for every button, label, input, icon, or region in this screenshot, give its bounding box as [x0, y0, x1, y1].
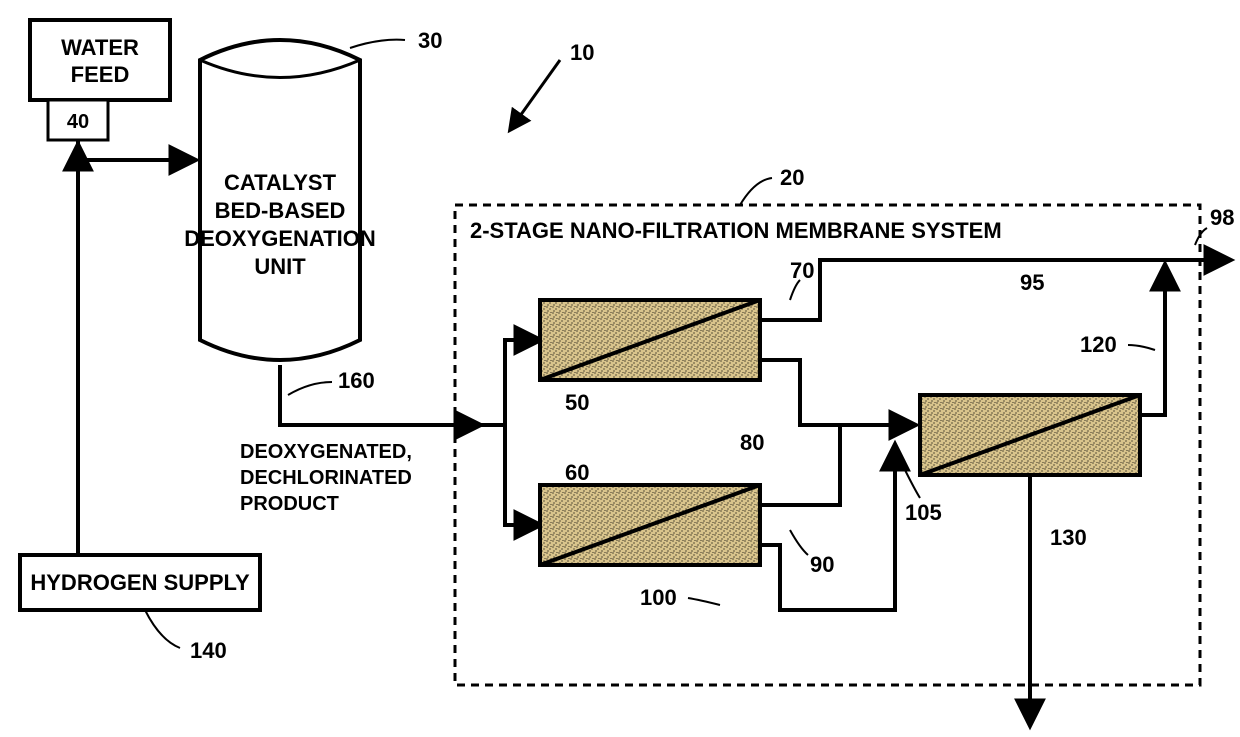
ref-160: 160 — [338, 368, 375, 393]
ref-105-leader: 105 — [905, 470, 942, 525]
ref-120: 120 — [1080, 332, 1117, 357]
ref-20-leader: 20 — [740, 165, 804, 205]
ref-98: 98 — [1210, 205, 1234, 230]
membrane-105 — [920, 395, 1140, 475]
deox-label-3: DEOXYGENATION — [184, 226, 376, 251]
ref-160-leader: 160 — [288, 368, 375, 395]
deox-product-label: DEOXYGENATED, DECHLORINATED PRODUCT — [240, 441, 412, 515]
edge-60-bottom-100 — [760, 445, 895, 610]
ref-30-leader: 30 — [350, 28, 442, 53]
water-feed-label-1: WATER — [61, 35, 139, 60]
deox-label-2: BED-BASED — [215, 198, 346, 223]
water-feed-label-2: FEED — [71, 62, 130, 87]
deox-prod-2: DECHLORINATED — [240, 467, 412, 489]
ref-70: 70 — [790, 258, 814, 283]
deox-label-1: CATALYST — [224, 170, 337, 195]
edge-to-m60 — [505, 425, 540, 525]
ref-90-leader: 90 — [790, 530, 834, 577]
process-flow-diagram: WATER FEED 40 CATALYST BED-BASED DEOXYGE… — [0, 0, 1240, 737]
ref-40: 40 — [67, 111, 89, 133]
edge-50-retentate — [760, 360, 915, 425]
edge-to-m50 — [505, 340, 540, 425]
system-title: 2-STAGE NANO-FILTRATION MEMBRANE SYSTEM — [470, 218, 1002, 243]
membrane-50: 50 — [540, 300, 760, 415]
deox-prod-1: DEOXYGENATED, — [240, 441, 412, 463]
hydrogen-supply-box: HYDROGEN SUPPLY — [20, 555, 260, 610]
ref-30: 30 — [418, 28, 442, 53]
hydrogen-label: HYDROGEN SUPPLY — [30, 570, 250, 595]
ref-60: 60 — [565, 460, 589, 485]
ref-100-leader: 100 — [640, 585, 720, 610]
ref-98-leader: 98 — [1195, 205, 1234, 245]
deox-label-4: UNIT — [254, 254, 306, 279]
ref-140-leader: 140 — [145, 610, 227, 663]
ref-50: 50 — [565, 390, 589, 415]
ref-140: 140 — [190, 638, 227, 663]
ref-10-pointer: 10 — [510, 40, 594, 130]
edge-feed-to-deox — [78, 140, 195, 160]
water-feed-outlet: 40 — [48, 100, 108, 140]
ref-120-leader: 120 — [1080, 332, 1155, 357]
ref-10: 10 — [570, 40, 594, 65]
edge-50-permeate-to-95 — [760, 260, 1230, 320]
membrane-60: 60 — [540, 460, 760, 565]
edge-120 — [1140, 265, 1165, 415]
ref-70-leader: 70 — [790, 258, 814, 300]
ref-105: 105 — [905, 500, 942, 525]
ref-20: 20 — [780, 165, 804, 190]
deox-unit: CATALYST BED-BASED DEOXYGENATION UNIT — [184, 40, 376, 360]
ref-100: 100 — [640, 585, 677, 610]
ref-130: 130 — [1050, 525, 1087, 550]
deox-prod-3: PRODUCT — [240, 493, 339, 515]
edge-deox-to-system — [280, 365, 480, 425]
ref-80: 80 — [740, 430, 764, 455]
water-feed-box: WATER FEED — [30, 20, 170, 100]
edge-60-top — [760, 425, 840, 505]
ref-90: 90 — [810, 552, 834, 577]
ref-95: 95 — [1020, 270, 1044, 295]
